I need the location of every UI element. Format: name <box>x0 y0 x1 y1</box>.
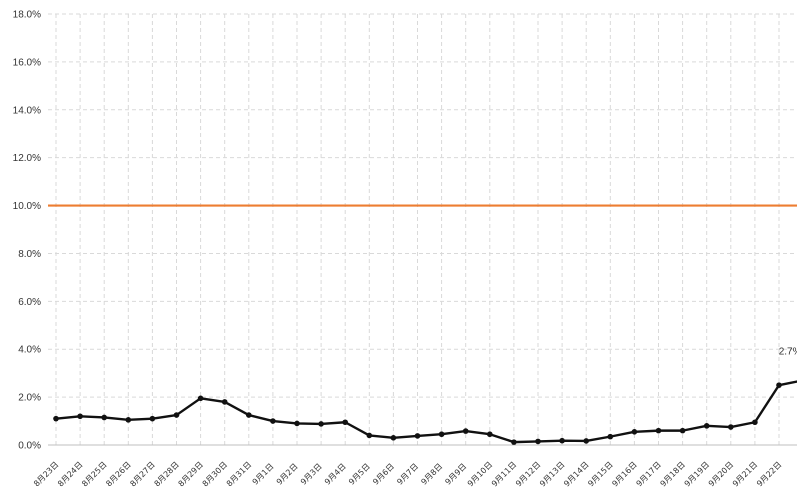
x-tick-label: 9月11日 <box>490 460 518 488</box>
data-point <box>583 438 589 444</box>
y-tick-label: 4.0% <box>18 345 41 356</box>
x-tick-label: 9月1日 <box>251 462 276 487</box>
x-tick-label: 8月26日 <box>104 460 132 488</box>
y-axis: 0.0% 2.0% 4.0% 6.0% 8.0% 10.0% 12.0% 14.0% 16.0%… <box>13 10 41 452</box>
x-tick-label: 8月27日 <box>128 460 156 488</box>
data-point <box>390 435 397 441</box>
x-tick-label: 9月5日 <box>347 462 372 487</box>
y-tick-label: 16.0% <box>13 57 41 68</box>
x-tick-label: 8月29日 <box>177 460 205 488</box>
data-point <box>679 427 686 434</box>
x-tick-label: 9月3日 <box>299 462 324 487</box>
data-point <box>631 429 638 435</box>
data-point <box>414 433 421 439</box>
data-point <box>776 382 782 388</box>
data-point <box>559 437 565 444</box>
data-point <box>462 428 469 434</box>
data-points <box>53 382 782 445</box>
x-tick-label: 9月8日 <box>419 462 444 487</box>
y-tick-label: 14.0% <box>13 105 41 116</box>
y-tick-label: 18.0% <box>13 10 41 21</box>
grid <box>48 13 797 446</box>
x-tick-label: 8月24日 <box>56 460 84 488</box>
x-tick-label: 8月23日 <box>32 460 60 488</box>
x-tick-label: 9月6日 <box>371 462 396 487</box>
series-line <box>55 380 797 444</box>
data-point <box>197 395 204 402</box>
x-tick-label: 8月28日 <box>152 460 180 488</box>
x-tick-label: 8月25日 <box>80 460 108 488</box>
data-point <box>535 438 541 445</box>
x-tick-label: 9月19日 <box>683 460 711 488</box>
data-point <box>125 417 132 423</box>
data-point <box>53 415 59 422</box>
x-tick-label: 9月12日 <box>514 460 542 488</box>
x-tick-label: 9月14日 <box>562 460 590 488</box>
x-axis: 8月23日8月24日8月25日8月26日8月27日8月28日8月29日8月30日… <box>32 444 797 488</box>
data-point <box>438 431 445 438</box>
y-tick-label: 8.0% <box>18 249 41 260</box>
x-tick-label: 9月7日 <box>395 462 420 487</box>
x-tick-label: 9月10日 <box>466 460 494 488</box>
y-tick-label: 6.0% <box>18 297 41 308</box>
data-point <box>318 421 324 427</box>
x-tick-label: 9月15日 <box>586 460 614 488</box>
x-tick-label: 9月16日 <box>610 460 638 488</box>
data-point <box>77 413 83 420</box>
data-point <box>607 433 614 440</box>
data-point <box>752 419 758 426</box>
x-tick-label: 9月4日 <box>323 462 348 487</box>
data-point <box>655 427 662 434</box>
x-tick-label: 9月17日 <box>634 460 662 488</box>
x-tick-label: 9月20日 <box>707 460 735 488</box>
y-tick-label: 12.0% <box>13 153 41 164</box>
data-label-group: 2.7% <box>779 346 797 357</box>
x-tick-label: 9月13日 <box>538 460 566 488</box>
x-tick-label: 9月9日 <box>443 462 468 487</box>
x-tick-label: 8月31日 <box>225 460 253 488</box>
data-point <box>728 424 734 430</box>
data-point <box>246 412 252 418</box>
y-tick-label: 10.0% <box>13 201 41 212</box>
data-point <box>173 412 180 418</box>
data-point <box>270 418 276 424</box>
x-tick-label: 9月21日 <box>731 460 759 488</box>
y-tick-label: 2.0% <box>18 393 41 404</box>
data-point <box>101 414 107 421</box>
data-point <box>294 420 300 427</box>
data-point <box>703 423 710 429</box>
data-point <box>221 399 228 405</box>
data-point <box>511 439 517 445</box>
y-tick-label: 0.0% <box>18 441 41 452</box>
data-point <box>366 432 373 439</box>
x-tick-label: 8月30日 <box>201 460 229 488</box>
data-point <box>487 431 493 438</box>
x-tick-label: 9月18日 <box>659 460 687 488</box>
data-point <box>342 419 349 426</box>
data-label: 2.7% <box>779 346 797 357</box>
x-tick-label: 9月2日 <box>275 462 300 487</box>
data-point <box>149 415 156 422</box>
x-tick-label: 9月22日 <box>755 460 783 488</box>
